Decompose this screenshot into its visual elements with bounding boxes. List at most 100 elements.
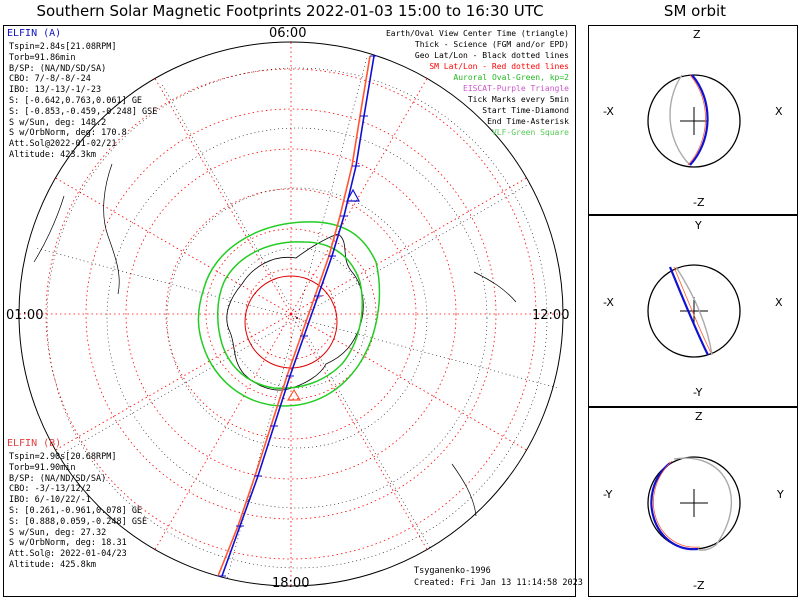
legend-entry: Geo Lat/Lon - Black dotted lines xyxy=(414,51,569,60)
sm-lat-circle xyxy=(85,108,497,520)
orbit-yz-svg xyxy=(647,456,741,551)
hour-label-left: 01:00 xyxy=(6,308,44,323)
geo-lat-circle xyxy=(46,67,548,569)
orbit-gray xyxy=(675,266,713,356)
sm-lon-line xyxy=(290,78,428,315)
model-label: Tsyganenko-1996 xyxy=(414,566,491,576)
legend-entry: End Time-Asterisk xyxy=(487,117,569,126)
sm-lon-line xyxy=(154,313,292,550)
sm-lon-line xyxy=(55,177,292,315)
elfin-b-info-line: S: [0.888,0.059,-0.248] GSE xyxy=(9,516,148,527)
orbit-gray xyxy=(669,74,691,166)
axis-label-left: -X xyxy=(603,105,614,118)
elfin-b-info-line: Torb=91.90min xyxy=(9,462,76,473)
auroral-oval-inner xyxy=(216,241,363,390)
geo-lat-circle xyxy=(166,187,428,449)
legend-entry: EISCAT-Purple Triangle xyxy=(463,84,569,93)
orbit-elfin-b xyxy=(653,460,701,548)
elfin-a-info-line: Torb=91.86min xyxy=(9,52,76,63)
elfin-b-info-line: CBO: -3/-13/12/2 xyxy=(9,484,91,495)
landmass-outline xyxy=(451,271,517,517)
sm-lon-line xyxy=(290,313,428,550)
antarctica-coast xyxy=(226,233,364,391)
map-outer-circle xyxy=(18,41,564,587)
sm-lat-circle xyxy=(125,148,457,480)
legend-entry: VLF-Green Square xyxy=(491,128,569,137)
axis-label-right: Y xyxy=(777,488,784,501)
orbit-elfin-a xyxy=(689,74,709,166)
elfin-a-info-line: S w/Sun, deg: 148.2 xyxy=(9,117,107,128)
elfin-a-info-line: IBO: 13/-13/-1/-23 xyxy=(9,85,102,96)
pole-circle xyxy=(244,275,338,369)
axis-label-bottom: -Y xyxy=(693,386,703,399)
geo-lat-circle xyxy=(106,127,488,509)
geo-lon-line xyxy=(296,317,560,389)
geo-lat-circle xyxy=(226,247,368,389)
created-label: Created: Fri Jan 13 11:14:58 2023 xyxy=(414,578,583,588)
sm-lon-line xyxy=(290,177,527,315)
legend-entry: Thick - Science (FGM and/or EPD) xyxy=(414,40,569,49)
geo-lon-line xyxy=(160,82,298,319)
geo-lon-line xyxy=(34,247,298,319)
elfin-a-title: ELFIN (A) xyxy=(7,28,62,39)
sm-lon-line xyxy=(154,78,292,315)
elfin-a-info-line: Tspin=2.84s[21.08RPM] xyxy=(9,42,117,52)
main-title: Southern Solar Magnetic Footprints 2022-… xyxy=(36,2,544,20)
elfin-a-track xyxy=(221,55,375,577)
orbit-elfin-a xyxy=(668,266,709,356)
sm-lat-circle xyxy=(205,228,377,400)
axis-label-bottom: -Z xyxy=(693,579,705,592)
orbit-panel-xz: Z -Z -X X xyxy=(588,25,798,215)
earth-circle xyxy=(647,74,741,168)
elfin-b-info-line: S: [0.261,-0.961,0.078] GE xyxy=(9,506,143,516)
orbit-title: SM orbit xyxy=(663,2,727,20)
elfin-b-view-triangle xyxy=(286,388,302,401)
geo-lon-line xyxy=(296,181,533,319)
axis-label-right: X xyxy=(775,296,783,309)
orbit-panel-yz: Z -Z -Y Y xyxy=(588,407,798,597)
orbit-xz-svg xyxy=(647,74,741,168)
footprint-map: 06:00 01:00 12:00 18:00 ELFIN (A) Tspin=… xyxy=(3,25,583,597)
elfin-a-info-line: B/SP: (NA/ND/SD/SA) xyxy=(9,63,107,74)
geo-lon-line xyxy=(296,55,368,319)
geo-lon-line xyxy=(296,317,434,554)
axis-label-left: -X xyxy=(603,296,614,309)
axis-label-right: X xyxy=(775,105,783,118)
elfin-a-info-line: S: [-0.642,0.763,0.061] GE xyxy=(9,96,143,106)
legend-entry: Earth/Oval View Center Time (triangle) xyxy=(385,29,569,38)
geo-lon-line xyxy=(226,317,298,581)
axis-label-top: Z xyxy=(695,410,703,423)
elfin-b-info-line: Att.Sol@: 2022-01-04/23 xyxy=(9,549,127,560)
elfin-b-info-line: S w/OrbNorm, deg: 18.31 xyxy=(9,538,127,549)
hour-label-right: 12:00 xyxy=(532,308,570,323)
elfin-b-info-line: IBO: 6/-10/22/-1 xyxy=(9,495,91,506)
elfin-b-track xyxy=(217,55,371,577)
earth-circle xyxy=(647,264,741,358)
sm-lat-circle xyxy=(165,188,417,440)
auroral-oval-outer xyxy=(197,221,381,407)
elfin-b-info-line: B/SP: (NA/ND/SD/SA) xyxy=(9,473,107,484)
legend-entry: Auroral Oval-Green, kp=2 xyxy=(453,73,569,82)
elfin-a-info-line: Att.Sol@2022-01-02/21 xyxy=(9,139,117,150)
orbit-gray xyxy=(673,457,733,551)
legend-entry: Tick Marks every 5min xyxy=(467,95,569,104)
elfin-a-info-line: S: [-0.853,-0.459,-0.248] GSE xyxy=(9,106,158,117)
elfin-b-info-line: Tspin=2.90s[20.68RPM] xyxy=(9,452,117,462)
legend-entry: Start Time-Diamond xyxy=(482,106,569,115)
hour-label-bottom: 18:00 xyxy=(272,576,310,591)
polar-map-svg xyxy=(18,41,564,587)
orbit-elfin-b xyxy=(673,266,713,356)
elfin-a-view-triangle xyxy=(345,188,361,202)
elfin-b-info-line: Altitude: 425.8km xyxy=(9,560,96,570)
elfin-a-info-line: CBO: 7/-8/-8/-24 xyxy=(9,74,91,85)
landmass-outline xyxy=(33,163,120,295)
axis-label-left: -Y xyxy=(603,488,613,501)
axis-label-top: Z xyxy=(693,28,701,41)
elfin-a-info-line: S w/OrbNorm, deg: 170.8 xyxy=(9,128,127,139)
axis-label-bottom: -Z xyxy=(693,196,705,209)
elfin-b-info-line: S w/Sun, deg: 27.32 xyxy=(9,527,107,538)
sm-lat-circle xyxy=(45,68,537,560)
elfin-a-info-line: Altitude: 423.3km xyxy=(9,150,96,160)
hour-label-top: 06:00 xyxy=(269,26,307,41)
sm-lon-line xyxy=(55,313,292,451)
